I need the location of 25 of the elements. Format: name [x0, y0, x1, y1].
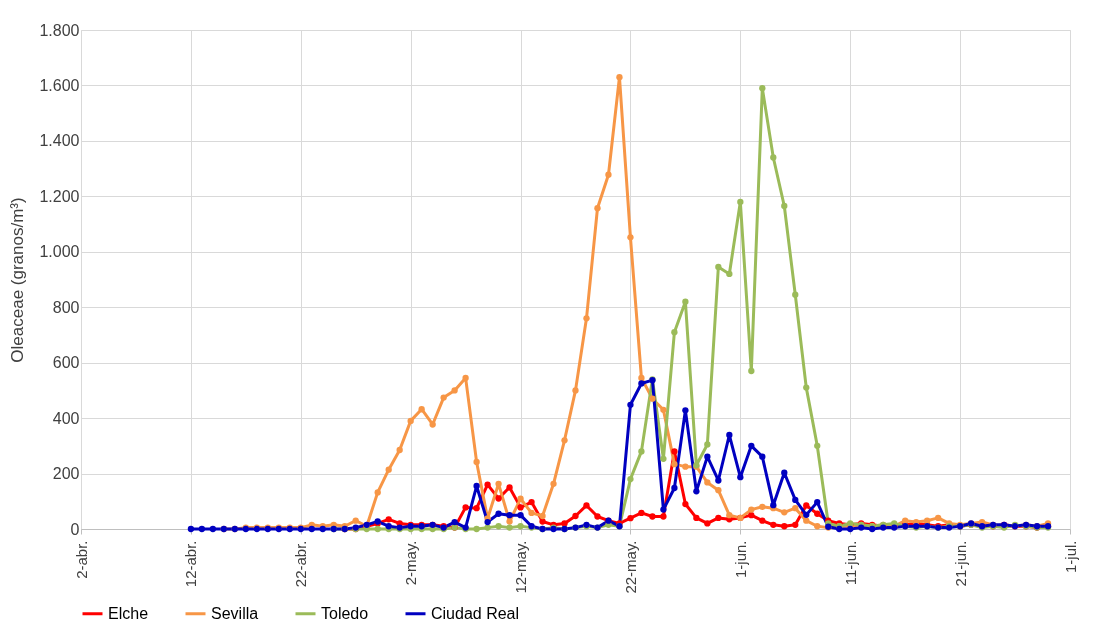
x-tick-label: 22-abr. — [292, 540, 310, 588]
x-tick-label: 22-may. — [621, 540, 639, 594]
legend-label: Elche — [108, 604, 149, 622]
y-tick-label: 1.000 — [39, 243, 80, 261]
y-tick-label: 800 — [52, 298, 80, 316]
y-tick-label: 600 — [52, 354, 80, 372]
y-tick-label: 0 — [70, 520, 80, 538]
y-tick-label: 200 — [52, 465, 80, 483]
x-tick-label: 11-jun. — [841, 540, 859, 586]
x-tick-label: 2-may. — [402, 540, 420, 586]
x-tick-label: 12-may. — [512, 540, 530, 594]
legend-label: Ciudad Real — [431, 604, 520, 622]
x-tick-label: 1-jul. — [1061, 540, 1079, 574]
y-tick-label: 1.400 — [39, 132, 80, 150]
y-tick-label: 1.200 — [39, 187, 80, 205]
legend-label: Sevilla — [211, 604, 259, 622]
x-tick-label: 1-jun. — [731, 540, 749, 579]
x-tick-label: 2-abr. — [72, 540, 90, 579]
y-tick-label: 1.600 — [39, 76, 80, 94]
legend-label: Toledo — [321, 604, 369, 622]
x-tick-label: 12-abr. — [182, 540, 200, 588]
x-tick-label: 21-jun. — [951, 540, 969, 587]
y-tick-label: 1.800 — [39, 21, 80, 39]
y-axis-title: Oleaceae (granos/m³) — [8, 197, 28, 363]
y-tick-label: 400 — [52, 409, 80, 427]
